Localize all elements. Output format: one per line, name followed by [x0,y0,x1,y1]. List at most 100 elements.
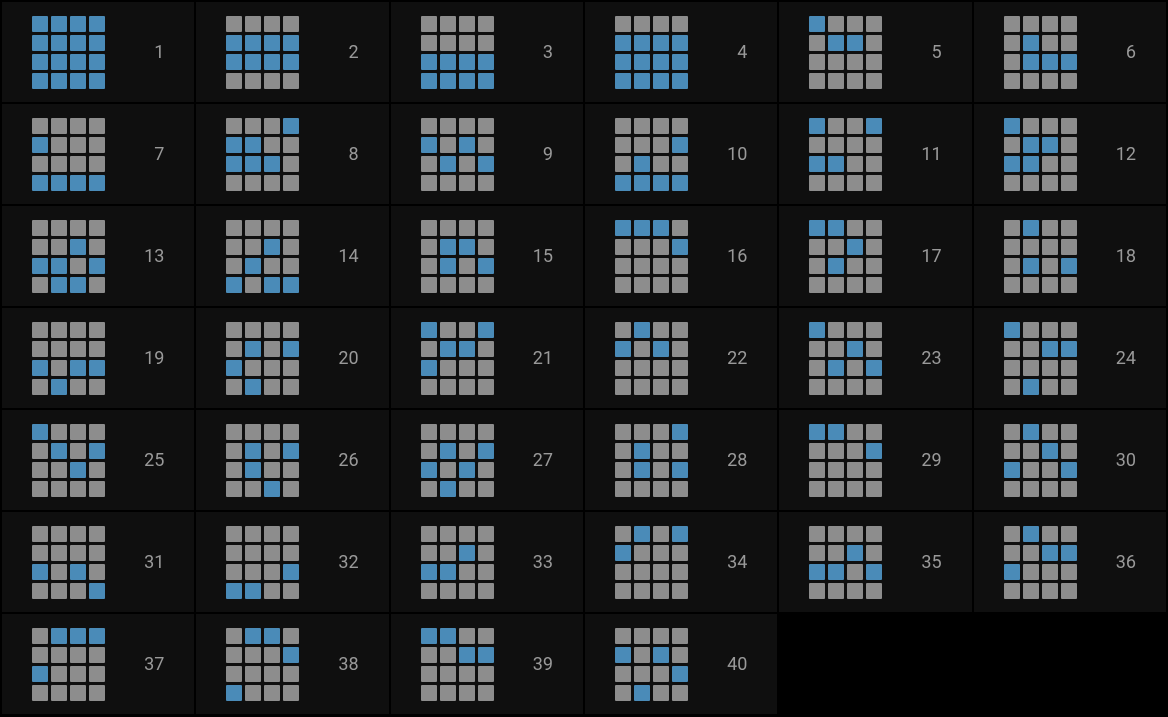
cell-on [634,35,650,51]
cell-off [283,360,299,376]
pattern-card[interactable]: 40 [585,614,777,714]
pattern-grid [421,16,494,89]
cell-off [866,341,882,357]
cell-on [226,685,242,701]
pattern-card[interactable]: 17 [779,206,971,306]
pattern-card[interactable]: 26 [196,410,388,510]
cell-on [809,16,825,32]
pattern-label: 2 [335,42,359,63]
cell-off [634,564,650,580]
pattern-card[interactable]: 35 [779,512,971,612]
pattern-card[interactable]: 1 [2,2,194,102]
pattern-card[interactable]: 31 [2,512,194,612]
pattern-grid [1004,16,1077,89]
pattern-card[interactable]: 7 [2,104,194,204]
pattern-card[interactable]: 21 [391,308,583,408]
cell-off [866,175,882,191]
cell-on [283,35,299,51]
pattern-card[interactable]: 29 [779,410,971,510]
cell-off [653,360,669,376]
pattern-card[interactable]: 37 [2,614,194,714]
pattern-card[interactable]: 4 [585,2,777,102]
cell-on [615,341,631,357]
cell-on [283,54,299,70]
cell-off [866,462,882,478]
cell-off [615,685,631,701]
pattern-card[interactable]: 39 [391,614,583,714]
cell-off [89,666,105,682]
pattern-card[interactable]: 23 [779,308,971,408]
pattern-card[interactable]: 10 [585,104,777,204]
cell-off [283,666,299,682]
pattern-card[interactable]: 38 [196,614,388,714]
cell-on [32,73,48,89]
pattern-card[interactable]: 25 [2,410,194,510]
cell-off [245,16,261,32]
cell-off [653,526,669,542]
cell-off [32,685,48,701]
cell-on [264,35,280,51]
cell-on [226,277,242,293]
pattern-card[interactable]: 8 [196,104,388,204]
cell-on [283,564,299,580]
pattern-card[interactable]: 27 [391,410,583,510]
cell-off [672,16,688,32]
pattern-card[interactable]: 2 [196,2,388,102]
cell-on [264,239,280,255]
cell-off [866,220,882,236]
cell-on [440,443,456,459]
cell-off [634,258,650,274]
cell-off [809,545,825,561]
cell-off [1042,462,1058,478]
cell-off [634,379,650,395]
pattern-card[interactable]: 32 [196,512,388,612]
pattern-card[interactable]: 13 [2,206,194,306]
cell-off [51,545,67,561]
pattern-card[interactable]: 6 [974,2,1166,102]
cell-off [672,118,688,134]
pattern-card[interactable]: 14 [196,206,388,306]
cell-off [615,379,631,395]
pattern-card[interactable]: 22 [585,308,777,408]
pattern-card[interactable]: 30 [974,410,1166,510]
cell-off [440,35,456,51]
cell-off [70,424,86,440]
pattern-card[interactable]: 11 [779,104,971,204]
cell-on [634,462,650,478]
pattern-card[interactable]: 19 [2,308,194,408]
pattern-card[interactable]: 28 [585,410,777,510]
pattern-card[interactable]: 16 [585,206,777,306]
pattern-card[interactable]: 20 [196,308,388,408]
pattern-card[interactable]: 3 [391,2,583,102]
cell-on [828,156,844,172]
cell-off [283,73,299,89]
cell-off [264,258,280,274]
pattern-card[interactable]: 12 [974,104,1166,204]
pattern-card[interactable]: 34 [585,512,777,612]
cell-off [478,277,494,293]
cell-off [1004,258,1020,274]
pattern-card[interactable]: 9 [391,104,583,204]
cell-off [1004,424,1020,440]
cell-off [809,73,825,89]
pattern-card[interactable]: 18 [974,206,1166,306]
pattern-label: 37 [140,654,164,675]
pattern-card[interactable]: 5 [779,2,971,102]
cell-off [653,545,669,561]
cell-off [459,360,475,376]
cell-on [866,564,882,580]
cell-off [283,137,299,153]
cell-on [847,341,863,357]
cell-off [672,647,688,663]
cell-on [440,73,456,89]
pattern-card[interactable]: 33 [391,512,583,612]
cell-off [615,564,631,580]
cell-off [89,526,105,542]
cell-off [634,666,650,682]
cell-off [672,156,688,172]
pattern-card[interactable]: 24 [974,308,1166,408]
pattern-card[interactable]: 36 [974,512,1166,612]
cell-off [828,16,844,32]
pattern-card[interactable]: 15 [391,206,583,306]
cell-on [866,443,882,459]
